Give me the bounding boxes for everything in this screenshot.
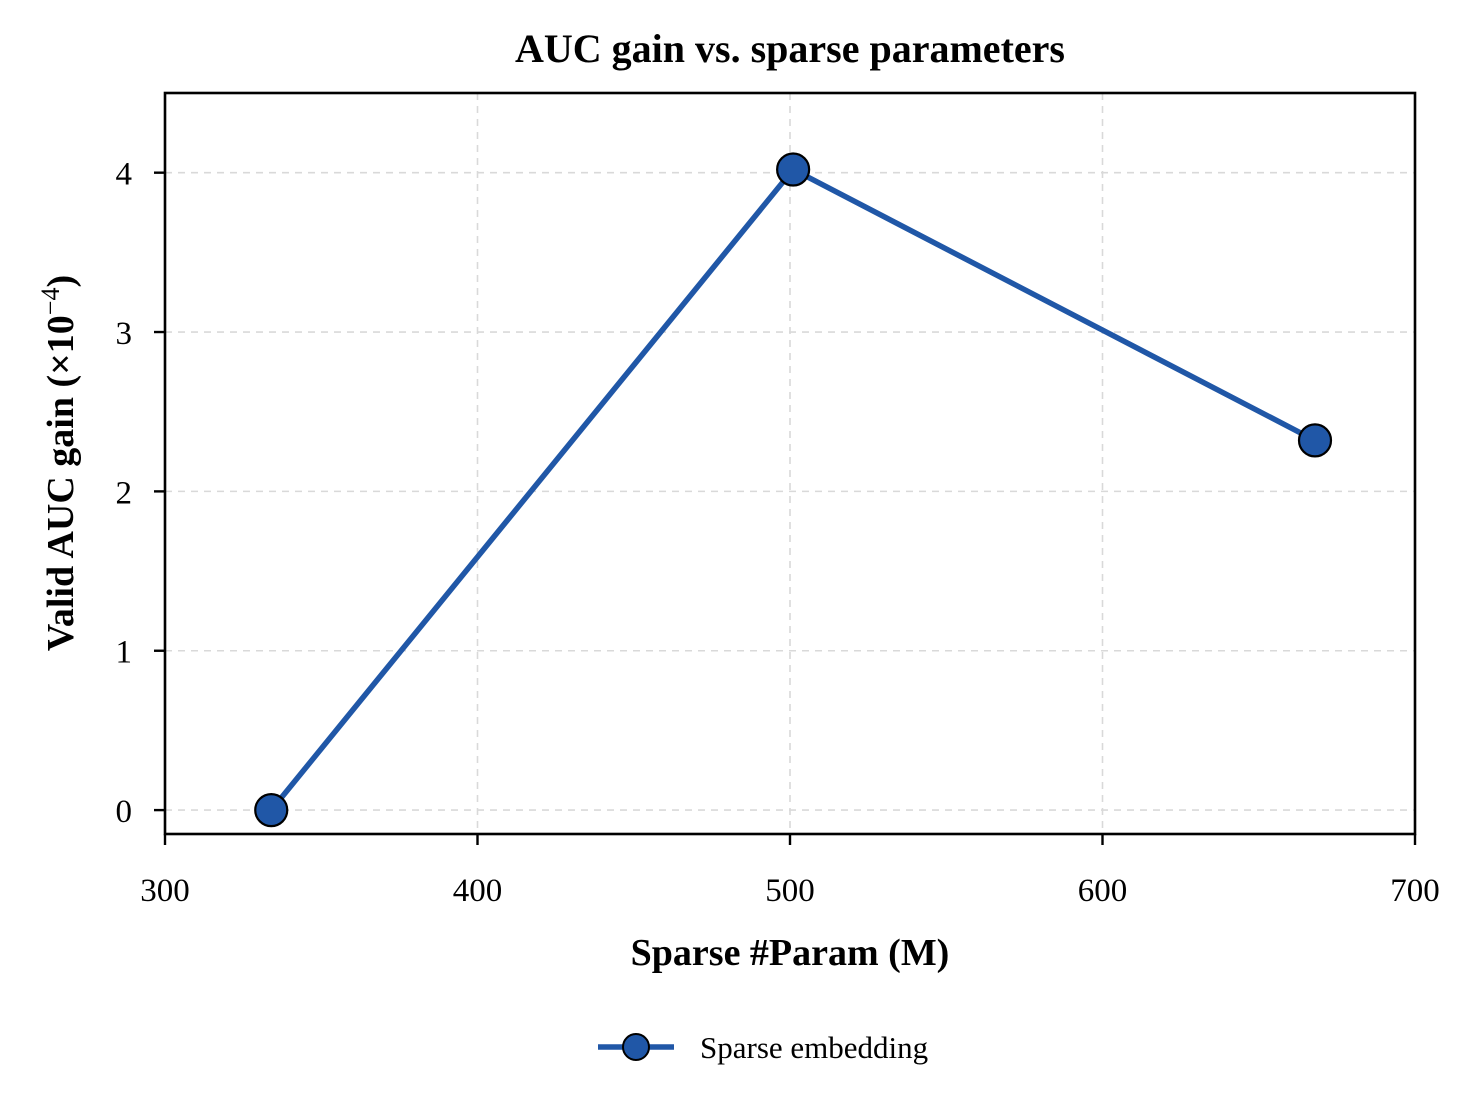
y-axis-label-exponent: −4 [36, 288, 65, 316]
x-tick-label: 700 [1390, 873, 1440, 909]
x-tick-label: 400 [453, 873, 503, 909]
y-axis-label-main: Valid AUC gain (×10 [40, 315, 82, 651]
y-tick-label: 4 [116, 157, 133, 193]
axis-ticks: 300 400 500 600 700 0 1 2 3 4 [116, 157, 1440, 909]
y-tick-label: 0 [116, 794, 133, 830]
y-axis-label: Valid AUC gain (×10−4) [36, 275, 82, 651]
legend-marker [622, 1033, 650, 1061]
series-layer [254, 152, 1333, 828]
legend: Sparse embedding [598, 1030, 928, 1065]
data-point [1297, 423, 1333, 458]
x-tick-label: 600 [1078, 873, 1128, 909]
data-point [776, 152, 811, 187]
series-line [269, 166, 1317, 812]
data-point [254, 792, 289, 828]
x-tick-label: 300 [140, 873, 190, 909]
legend-label: Sparse embedding [700, 1030, 928, 1065]
y-axis-label-close: ) [40, 275, 82, 288]
chart-title: AUC gain vs. sparse parameters [515, 26, 1065, 71]
x-axis-label: Sparse #Param (M) [631, 932, 950, 974]
y-tick-label: 1 [116, 635, 133, 671]
y-tick-label: 3 [116, 316, 133, 352]
x-tick-label: 500 [765, 873, 815, 909]
y-tick-label: 2 [116, 475, 133, 511]
grid [165, 93, 1415, 834]
